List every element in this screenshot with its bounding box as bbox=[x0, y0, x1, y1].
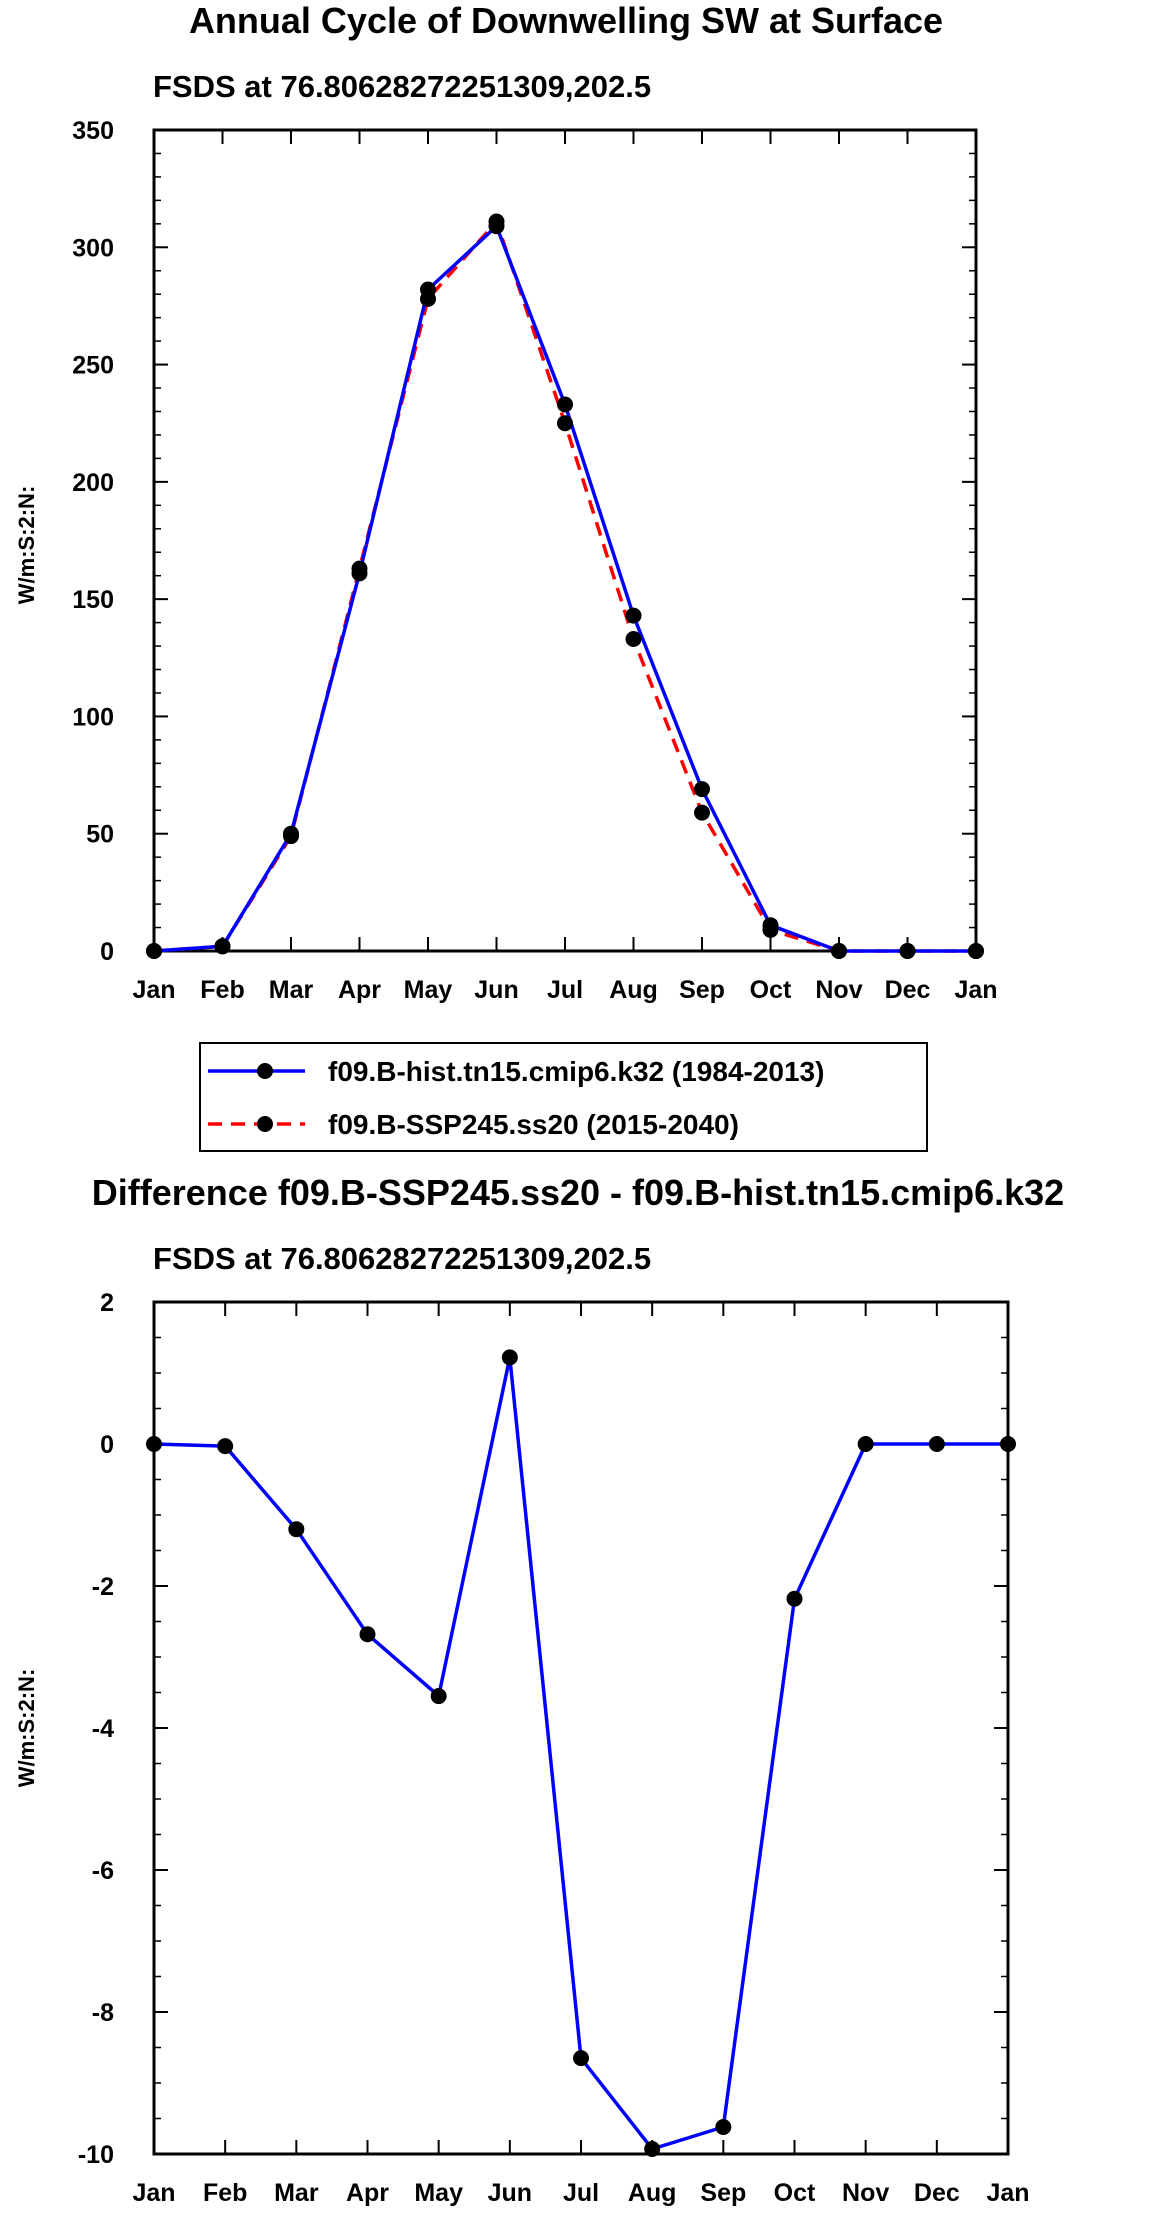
panel2-series-0-point bbox=[573, 2050, 589, 2067]
panel1-series-1-point bbox=[968, 943, 984, 959]
panel2-x-tick-label: Jan bbox=[132, 2179, 175, 2207]
panel2-y-axis-label: W/m:S:2:N: bbox=[14, 1669, 39, 1788]
legend-ssp-marker bbox=[257, 1116, 273, 1132]
legend-ssp-label: f09.B-SSP245.ss20 (2015-2040) bbox=[328, 1109, 739, 1140]
panel2-series-0-point bbox=[430, 1688, 447, 1705]
panel1-series-1-point bbox=[420, 290, 436, 307]
panel1-series-1-point bbox=[214, 938, 231, 955]
panel1-series-1-point bbox=[283, 828, 299, 845]
panel1-series-1-point bbox=[351, 560, 368, 577]
panel1-series-1-point bbox=[694, 804, 710, 821]
panel2-x-tick-label: Mar bbox=[274, 2179, 319, 2207]
panel1-x-tick-label: Jan bbox=[954, 976, 997, 1004]
panel2-x-tick-label: Feb bbox=[203, 2179, 247, 2207]
panel1-y-tick-label: 50 bbox=[86, 821, 114, 849]
panel1-x-tick-label: Jun bbox=[474, 976, 518, 1004]
panel1-x-tick-label: Dec bbox=[885, 976, 931, 1004]
panel1-x-tick-label: Sep bbox=[679, 976, 725, 1004]
panel2-plot-frame bbox=[152, 1300, 1010, 2156]
panel2-series-0-point bbox=[501, 1349, 518, 1366]
legend: f09.B-hist.tn15.cmip6.k32 (1984-2013) f0… bbox=[199, 1042, 928, 1152]
panel1-y-tick-label: 150 bbox=[72, 586, 114, 614]
panel2-series bbox=[146, 1349, 1016, 2158]
difference-panel: Difference f09.B-SSP245.ss20 - f09.B-his… bbox=[14, 1172, 1064, 2207]
panel2-series-0-point bbox=[715, 2119, 732, 2136]
panel2-y-tick-label: -4 bbox=[92, 1715, 114, 1743]
panel2-x-tick-label: Sep bbox=[700, 2179, 746, 2207]
panel2-series-0-point bbox=[288, 1521, 305, 1538]
panel1-y-tick-label: 250 bbox=[72, 352, 114, 380]
panel1-x-tick-label: May bbox=[404, 976, 453, 1004]
panel2-series-0-point bbox=[217, 1438, 234, 1455]
panel2-series-0-point bbox=[644, 2141, 661, 2158]
panel1-x-tick-label: Mar bbox=[269, 976, 314, 1004]
panel1-y-tick-label: 0 bbox=[100, 938, 114, 966]
panel1-y-axis-label: W/m:S:2:N: bbox=[14, 486, 39, 605]
panel1-ticks bbox=[153, 129, 977, 952]
panel1-x-tick-label: Feb bbox=[200, 976, 244, 1004]
panel2-x-tick-label: Oct bbox=[774, 2179, 816, 2207]
panel2-y-tick-label: -2 bbox=[92, 1573, 114, 1601]
panel2-subtitle: FSDS at 76.80628272251309,202.5 bbox=[153, 1241, 651, 1276]
panel1-x-tick-label: Jul bbox=[547, 976, 583, 1004]
legend-box bbox=[199, 1042, 928, 1152]
panel1-series-1-point bbox=[146, 943, 162, 959]
panel2-series-0-point bbox=[1000, 1436, 1016, 1452]
panel1-series-line-0 bbox=[153, 224, 976, 953]
panel1-series-0-point bbox=[557, 396, 573, 413]
panel1-series-1-point bbox=[762, 921, 779, 938]
panel1-x-tick-label: Apr bbox=[338, 976, 381, 1004]
panel2-x-tick-label: Nov bbox=[842, 2179, 889, 2207]
panel2-y-tick-label: -10 bbox=[78, 2141, 114, 2169]
panel1-x-tick-label: Aug bbox=[609, 976, 658, 1004]
panel1-series-1-point bbox=[831, 943, 847, 959]
panel1-y-tick-label: 350 bbox=[72, 117, 114, 145]
annual-cycle-panel: Annual Cycle of Downwelling SW at Surfac… bbox=[14, 0, 998, 1004]
panel2-series-line-0 bbox=[153, 1355, 1008, 2151]
panel1-series-0-point bbox=[625, 607, 642, 624]
panel1-series-1-point bbox=[899, 943, 916, 959]
panel1-series-1-point bbox=[625, 631, 642, 648]
panel1-series-1-point bbox=[557, 415, 573, 432]
panel1-subtitle: FSDS at 76.80628272251309,202.5 bbox=[153, 69, 651, 104]
legend-hist-label: f09.B-hist.tn15.cmip6.k32 (1984-2013) bbox=[328, 1056, 824, 1087]
panel1-title: Annual Cycle of Downwelling SW at Surfac… bbox=[189, 0, 943, 41]
panel1-x-tick-label: Jan bbox=[132, 976, 175, 1004]
panel2-series-0-point bbox=[146, 1436, 162, 1452]
panel1-series-line-1 bbox=[153, 219, 976, 953]
panel2-series-0-point bbox=[857, 1436, 874, 1452]
panel1-x-tick-label: Oct bbox=[750, 976, 792, 1004]
panel1-y-tick-labels: 0 50 100 150 200 250 300 350 bbox=[72, 117, 114, 966]
panel1-x-tick-labels: Jan Feb Mar Apr May Jun Jul Aug Sep Oct Nov Dec Jan bbox=[132, 976, 997, 1004]
panel2-y-tick-label: 2 bbox=[100, 1289, 114, 1317]
panel2-ticks bbox=[153, 1301, 1009, 2155]
panel2-x-tick-label: Dec bbox=[914, 2179, 960, 2207]
panel2-series-0-point bbox=[359, 1626, 376, 1643]
legend-hist-marker bbox=[257, 1063, 273, 1079]
panel2-y-tick-label: -8 bbox=[92, 1999, 114, 2027]
panel1-y-tick-label: 200 bbox=[72, 469, 114, 497]
panel1-y-tick-label: 100 bbox=[72, 703, 114, 731]
panel2-x-tick-label: Jun bbox=[488, 2179, 532, 2207]
panel2-y-tick-label: -6 bbox=[92, 1857, 114, 1885]
panel2-x-tick-label: Apr bbox=[346, 2179, 389, 2207]
panel2-y-tick-labels: -10 -8 -6 -4 -2 0 2 bbox=[78, 1289, 114, 2169]
panel2-x-tick-label: Aug bbox=[628, 2179, 677, 2207]
panel2-series-0-point bbox=[786, 1590, 803, 1607]
panel1-x-tick-label: Nov bbox=[815, 976, 862, 1004]
panel2-x-tick-label: Jul bbox=[563, 2179, 599, 2207]
panel1-plot-frame bbox=[152, 128, 978, 953]
panel1-series bbox=[146, 213, 984, 959]
panel2-title: Difference f09.B-SSP245.ss20 - f09.B-his… bbox=[92, 1172, 1064, 1213]
panel2-x-tick-label: May bbox=[414, 2179, 463, 2207]
panel1-y-tick-label: 300 bbox=[72, 234, 114, 262]
panel2-x-tick-labels: Jan Feb Mar Apr May Jun Jul Aug Sep Oct Nov Dec Jan bbox=[132, 2179, 1029, 2207]
panel2-y-tick-label: 0 bbox=[100, 1431, 114, 1459]
panel2-x-tick-label: Jan bbox=[986, 2179, 1029, 2207]
panel1-series-0-point bbox=[694, 781, 710, 798]
panel1-series-1-point bbox=[488, 213, 505, 230]
panel2-series-0-point bbox=[928, 1436, 945, 1452]
